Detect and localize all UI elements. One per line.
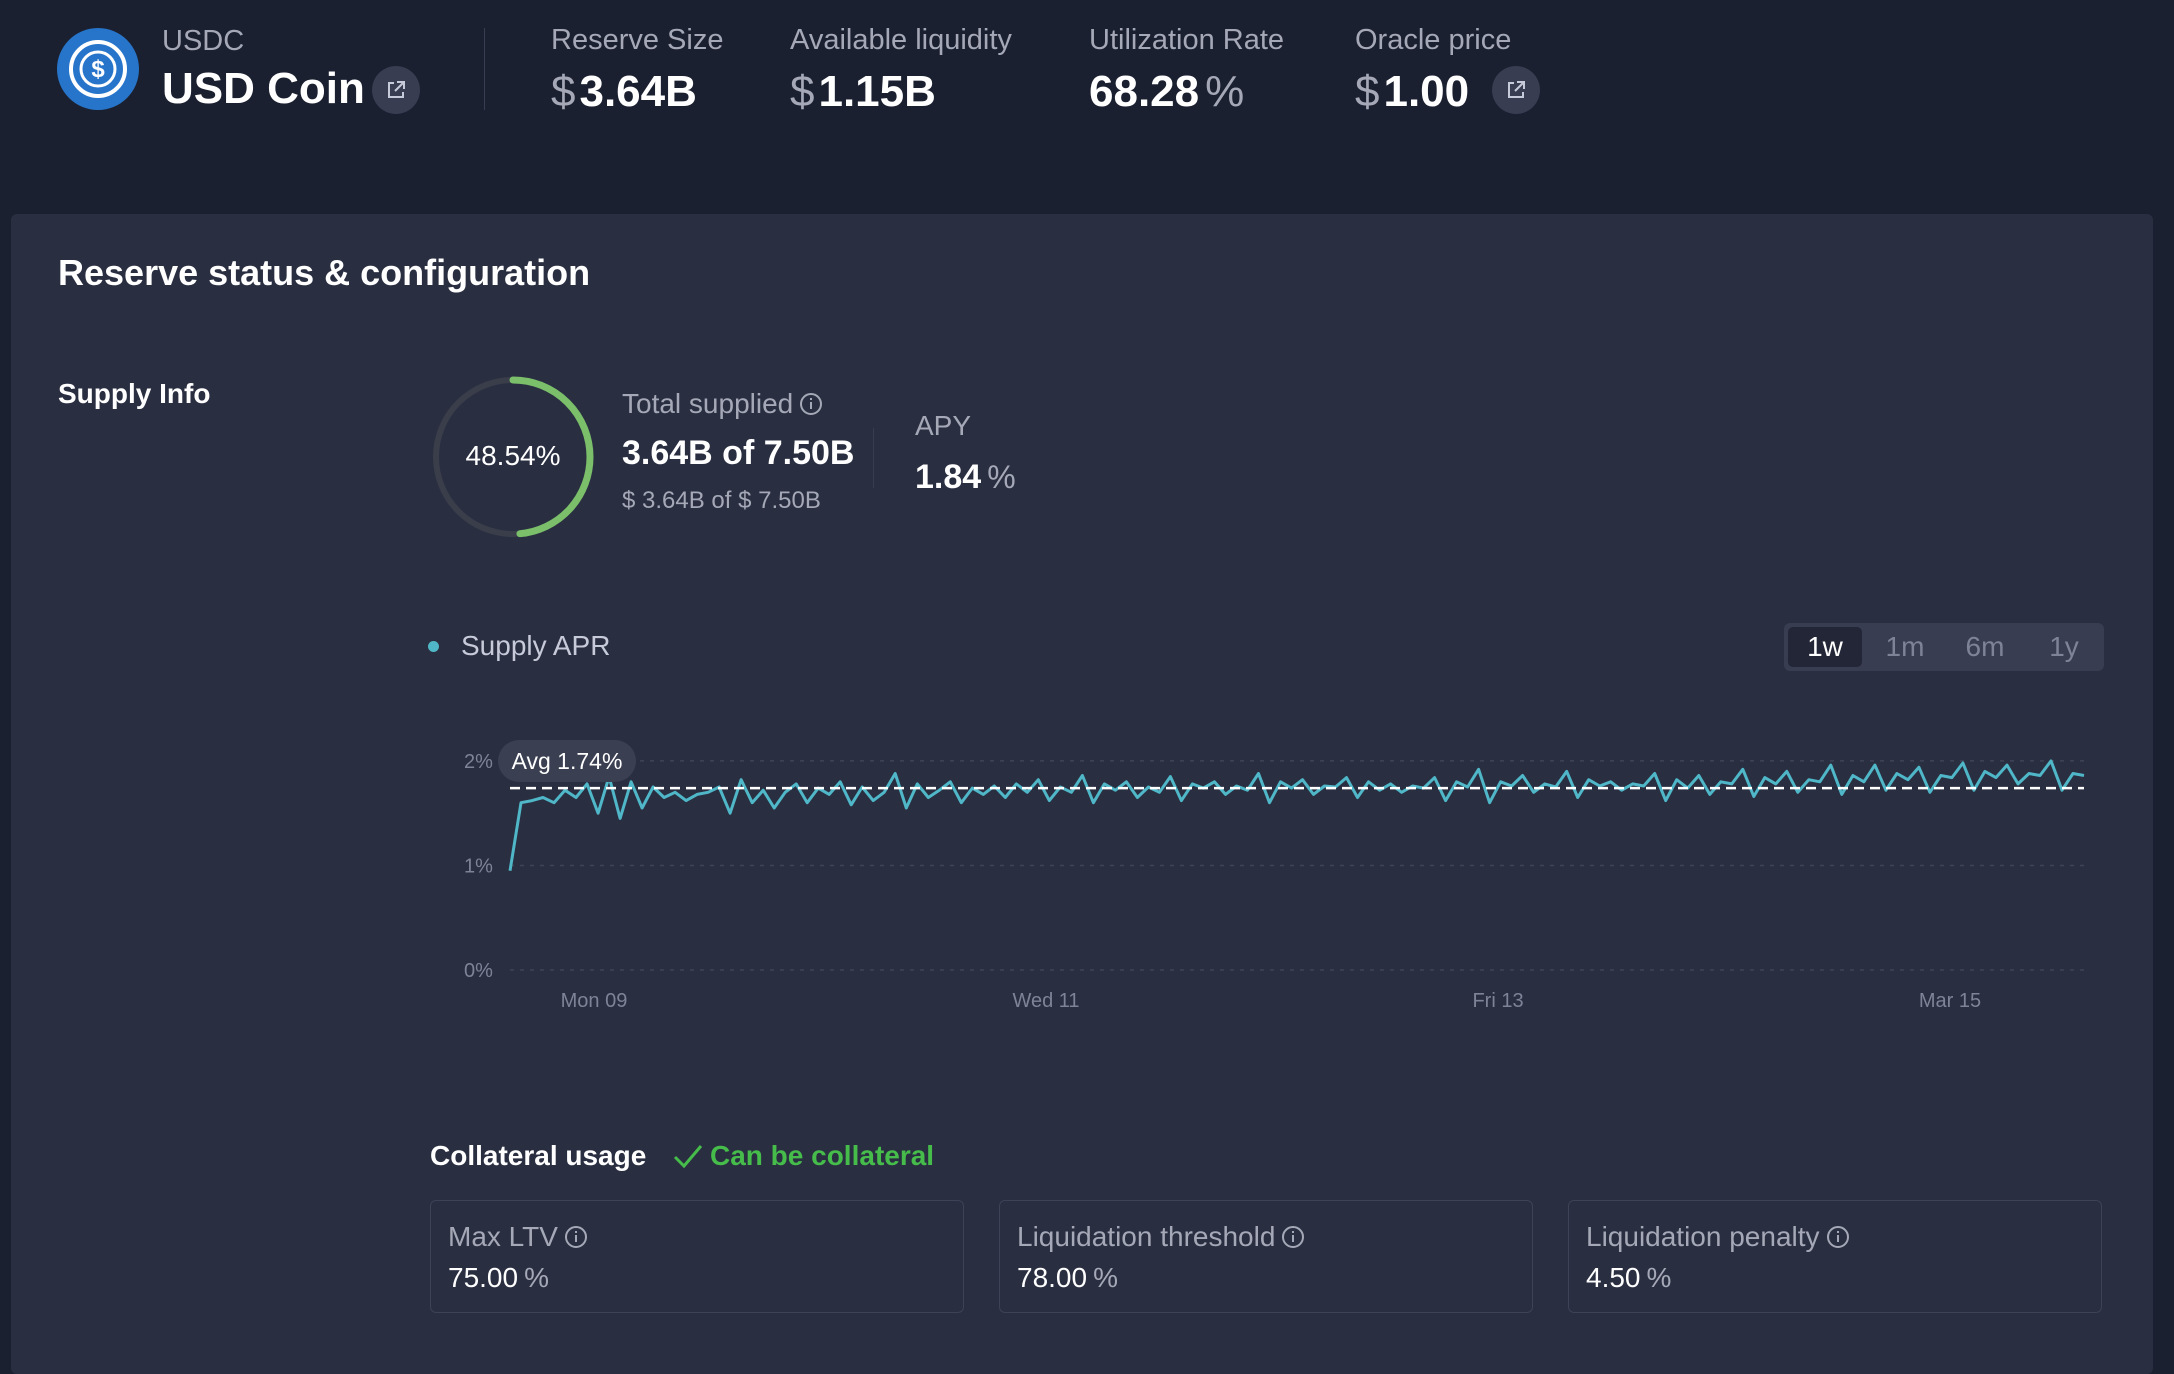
legend-dot <box>428 640 439 652</box>
asset-external-link-button[interactable] <box>372 66 420 114</box>
liquidation-penalty-value: 4.50% <box>1586 1262 1672 1293</box>
svg-text:$: $ <box>91 56 105 83</box>
y-tick-label: 0% <box>464 960 493 982</box>
chart-legend: Supply APR <box>428 630 610 662</box>
liquidation-threshold-label-row: Liquidation threshold <box>1017 1221 1305 1253</box>
x-tick-label: Fri 13 <box>1472 990 1523 1012</box>
max-ltv-value: 75.00% <box>448 1262 549 1293</box>
reserve-size-value: $3.64B <box>551 67 697 116</box>
oracle-price-value: $1.00 <box>1355 67 1470 116</box>
reserve-size-stat: Reserve Size $3.64B <box>551 24 723 117</box>
info-icon[interactable] <box>1281 1225 1305 1249</box>
supply-apr-chart: 2% 1% 0% Avg 1.74% Mon 09 Wed 11 Fri 13 Mar 15 <box>464 740 2085 1012</box>
oracle-price-label: Oracle price <box>1355 24 1512 56</box>
oracle-price-stat: Oracle price $1.00 <box>1355 24 1511 117</box>
supply-info-label: Supply Info <box>58 378 211 409</box>
available-liquidity-label: Available liquidity <box>790 24 1012 56</box>
utilization-rate-stat: Utilization Rate 68.28% <box>1089 24 1284 117</box>
max-ltv-card: Max LTV 75.00% <box>430 1200 964 1313</box>
external-link-icon <box>388 81 405 98</box>
total-supplied-label: Total supplied <box>622 388 794 419</box>
timeframe-1w[interactable]: 1w <box>1788 627 1862 667</box>
liquidation-penalty-card: Liquidation penalty 4.50% <box>1568 1200 2102 1313</box>
utilization-rate-value: 68.28% <box>1089 67 1245 116</box>
asset-header: $ USDC USD Coin Reserve Size $3.64B Avai… <box>0 0 2174 214</box>
check-icon <box>673 1145 703 1169</box>
timeframe-selector: 1w 1m 6m 1y <box>1784 623 2104 671</box>
liquidation-threshold-card: Liquidation threshold 78.00% <box>999 1200 1533 1313</box>
available-liquidity-value: $1.15B <box>790 67 936 116</box>
average-label: Avg 1.74% <box>512 748 623 774</box>
collateral-status-text: Can be collateral <box>710 1140 935 1171</box>
max-ltv-label: Max LTV <box>448 1221 558 1252</box>
liquidation-penalty-label-row: Liquidation penalty <box>1586 1221 1850 1253</box>
oracle-external-link-button[interactable] <box>1492 66 1540 114</box>
x-tick-label: Mon 09 <box>561 990 628 1012</box>
header-divider <box>484 28 485 110</box>
total-supplied-label-row: Total supplied <box>622 388 823 420</box>
collateral-usage-label: Collateral usage <box>430 1140 647 1171</box>
info-icon[interactable] <box>1826 1225 1850 1249</box>
timeframe-1m[interactable]: 1m <box>1885 631 1925 662</box>
supply-apr-line <box>508 759 2085 871</box>
external-link-icon <box>1508 81 1525 98</box>
apy-value: 1.84% <box>915 458 1016 496</box>
max-ltv-label-row: Max LTV <box>448 1221 588 1253</box>
reserve-status-panel <box>11 214 2153 1374</box>
reserve-size-label: Reserve Size <box>551 24 724 56</box>
ring-progress <box>432 376 594 538</box>
legend-label: Supply APR <box>461 630 611 661</box>
info-icon[interactable] <box>799 392 823 416</box>
x-tick-label: Mar 15 <box>1919 990 1981 1012</box>
liquidation-threshold-label: Liquidation threshold <box>1017 1221 1276 1252</box>
apy-label: APY <box>915 410 972 441</box>
usdc-logo-icon: $ <box>57 28 139 110</box>
supply-divider <box>873 428 874 488</box>
y-tick-label: 2% <box>464 751 493 773</box>
liquidation-penalty-label: Liquidation penalty <box>1586 1221 1820 1252</box>
total-supplied-value: 3.64B of 7.50B <box>622 434 855 472</box>
y-tick-label: 1% <box>464 855 493 877</box>
available-liquidity-stat: Available liquidity $1.15B <box>790 24 1012 117</box>
utilization-rate-label: Utilization Rate <box>1089 24 1285 56</box>
average-badge <box>498 740 636 782</box>
collateral-status: Can be collateral <box>672 1140 934 1172</box>
timeframe-1y[interactable]: 1y <box>2049 631 2079 662</box>
x-tick-label: Wed 11 <box>1012 990 1079 1012</box>
liquidation-threshold-value: 78.00% <box>1017 1262 1118 1293</box>
timeframe-6m[interactable]: 6m <box>1965 631 2005 662</box>
supply-ring <box>432 376 594 538</box>
asset-symbol: USDC <box>162 25 245 57</box>
ring-percent: 48.54% <box>465 440 561 471</box>
asset-name: USD Coin <box>162 64 365 113</box>
total-supplied-usd: $ 3.64B of $ 7.50B <box>622 487 821 514</box>
info-icon[interactable] <box>564 1225 588 1249</box>
panel-title: Reserve status & configuration <box>58 252 591 293</box>
